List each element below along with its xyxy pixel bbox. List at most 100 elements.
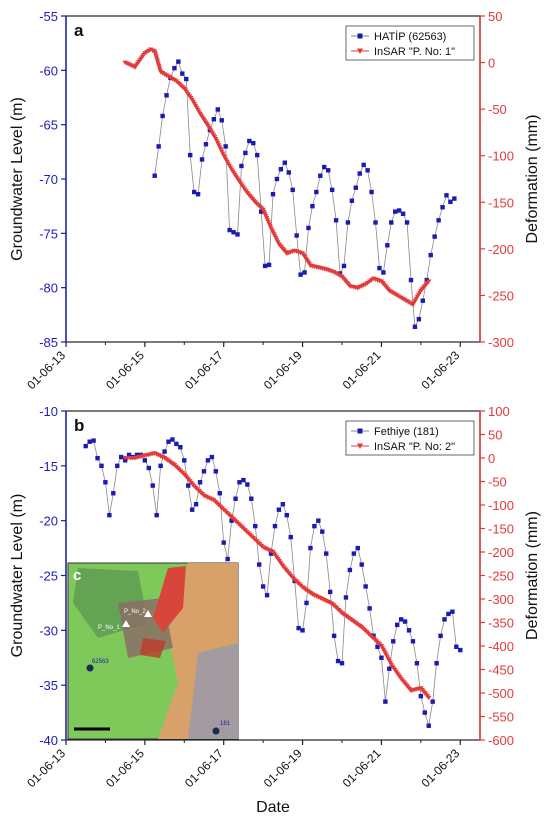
data-point — [345, 220, 351, 225]
y-right-tick-label: 0 — [488, 451, 495, 466]
data-point — [182, 458, 187, 463]
inset-point-marker-1 — [122, 620, 130, 627]
data-point — [169, 76, 176, 82]
legend: Fethiye (181) InSAR "P. No: 2" — [345, 420, 475, 456]
data-point — [363, 584, 368, 589]
data-point — [247, 138, 252, 144]
y-right-tick-label: -250 — [488, 569, 514, 584]
data-point — [300, 628, 305, 633]
data-point — [99, 463, 104, 469]
data-point — [193, 502, 199, 507]
data-point — [324, 551, 329, 556]
y-right-tick-label: -100 — [488, 498, 514, 513]
data-point — [249, 496, 254, 501]
y-right-tick-label: -100 — [488, 149, 514, 164]
data-point — [314, 189, 319, 195]
data-point — [442, 617, 447, 622]
data-point — [270, 192, 276, 197]
x-tick-label: 01-06-19 — [261, 348, 305, 392]
legend-label: InSAR "P. No: 1" — [374, 46, 455, 58]
y-tick-label: -85 — [39, 335, 58, 350]
x-tick-label: 01-06-17 — [182, 746, 226, 790]
inset-text-181: 181 — [220, 721, 231, 727]
data-point — [430, 699, 435, 704]
data-point — [333, 218, 339, 223]
data-point — [414, 661, 420, 666]
data-point — [160, 71, 166, 76]
inset-well-62563 — [86, 664, 94, 672]
data-point — [406, 628, 412, 633]
legend-marker — [357, 428, 363, 434]
legend-box — [345, 25, 475, 61]
data-point — [422, 710, 427, 715]
x-tick-label: 01-06-23 — [419, 746, 463, 790]
data-point — [87, 439, 92, 444]
x-tick-label: 01-06-19 — [261, 746, 305, 790]
data-point — [276, 507, 282, 512]
data-point — [235, 232, 240, 237]
series-0 — [152, 59, 457, 329]
data-point — [393, 209, 398, 214]
y-right-tick-label: -550 — [488, 710, 514, 725]
data-point — [134, 452, 140, 458]
data-point — [91, 438, 96, 443]
y-right-tick-label: -200 — [488, 545, 514, 560]
data-point — [205, 458, 211, 463]
data-point — [318, 173, 323, 178]
data-point — [426, 723, 431, 728]
data-point — [176, 59, 181, 64]
data-point — [162, 449, 167, 454]
data-point — [290, 187, 295, 193]
data-point — [333, 271, 339, 276]
inset-zone-red-small — [140, 638, 166, 658]
data-point — [396, 294, 402, 300]
data-point — [440, 205, 445, 210]
data-point — [454, 644, 459, 649]
y-tick-label: -80 — [39, 281, 58, 296]
data-point — [310, 203, 315, 209]
x-tick-label: 01-06-23 — [419, 348, 463, 392]
data-point — [278, 167, 284, 172]
y-tick-label: -65 — [39, 118, 58, 133]
data-point — [408, 301, 414, 307]
legend-label: InSAR "P. No: 2" — [374, 441, 455, 453]
data-point — [339, 661, 345, 666]
data-point — [381, 270, 386, 275]
data-point — [221, 540, 226, 545]
data-point — [404, 220, 410, 225]
data-point — [142, 458, 148, 463]
data-point — [237, 480, 242, 485]
data-point — [189, 507, 195, 512]
legend: HATİP (62563) InSAR "P. No: 1" — [345, 25, 475, 61]
data-point — [361, 162, 366, 168]
data-point — [388, 289, 394, 295]
data-point — [166, 439, 171, 444]
data-point — [392, 292, 398, 297]
data-point — [369, 189, 374, 195]
x-tick-label: 01-06-21 — [340, 746, 384, 790]
data-point — [119, 454, 124, 460]
y-tick-label: -40 — [39, 733, 58, 748]
data-point — [191, 189, 197, 195]
panel-b: c P_No_2 P_No_1 62563 181 -40 -35 -30 -25 -20 -15 -… — [9, 404, 541, 790]
data-point — [209, 454, 215, 460]
data-point — [326, 168, 331, 173]
data-point — [165, 74, 172, 80]
series-1 — [122, 451, 432, 701]
data-point — [243, 150, 248, 156]
data-point — [386, 288, 392, 294]
y-right-axis-title: Deformation (mm) — [524, 115, 541, 244]
data-point — [156, 144, 161, 149]
data-point — [158, 463, 163, 469]
data-point — [239, 163, 244, 169]
data-point — [391, 639, 396, 644]
y-tick-label: -10 — [39, 404, 58, 419]
data-point — [172, 65, 177, 71]
data-point — [436, 218, 441, 223]
data-point — [167, 75, 174, 81]
data-point — [375, 644, 380, 649]
data-point — [416, 316, 422, 322]
data-point — [389, 220, 394, 225]
y-axis-title: Groundwater Level (m) — [9, 494, 26, 658]
data-point — [251, 140, 256, 146]
